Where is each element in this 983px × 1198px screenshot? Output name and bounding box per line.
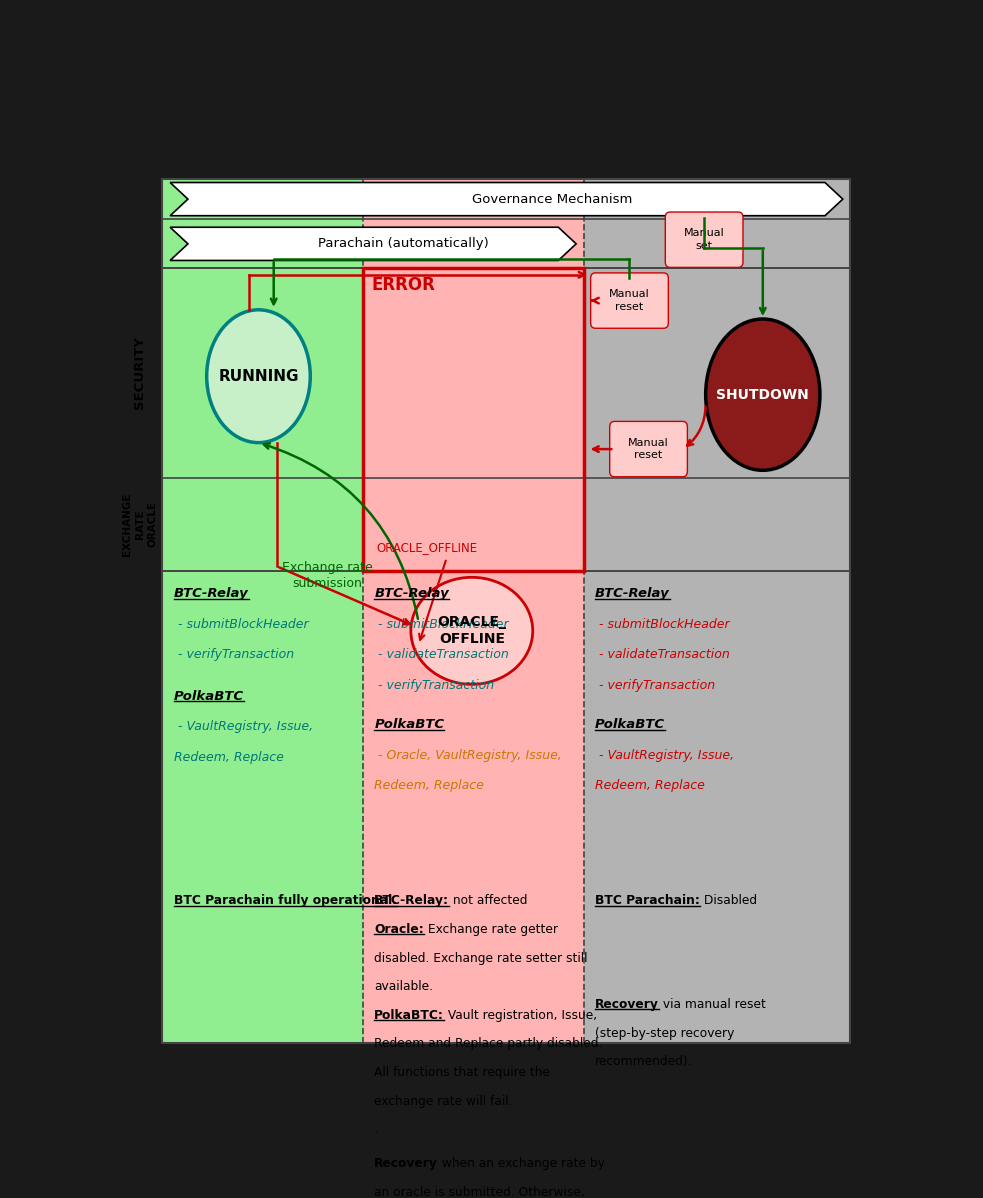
Text: via manual reset: via manual reset <box>659 998 766 1011</box>
Bar <box>162 478 363 571</box>
Text: - verifyTransaction: - verifyTransaction <box>596 679 716 691</box>
Text: SHUTDOWN: SHUTDOWN <box>717 388 809 401</box>
Text: Vault registration, Issue,: Vault registration, Issue, <box>444 1009 598 1022</box>
FancyBboxPatch shape <box>665 212 743 267</box>
Text: EXCHANGE
RATE
ORACLE: EXCHANGE RATE ORACLE <box>122 492 157 556</box>
Text: - Oracle, VaultRegistry, Issue,: - Oracle, VaultRegistry, Issue, <box>375 749 562 762</box>
Text: SECURITY: SECURITY <box>133 337 146 410</box>
Text: Manual
reset: Manual reset <box>628 438 668 460</box>
Text: Exchange rate
submission: Exchange rate submission <box>282 561 373 589</box>
Text: PolkaBTC: PolkaBTC <box>174 690 244 703</box>
Text: Redeem, Replace: Redeem, Replace <box>375 780 485 792</box>
Text: when an exchange rate by: when an exchange rate by <box>438 1157 605 1170</box>
Text: Exchange rate getter: Exchange rate getter <box>424 922 558 936</box>
Text: - validateTransaction: - validateTransaction <box>375 648 509 661</box>
Ellipse shape <box>411 577 533 684</box>
Text: ORACLE_
OFFLINE: ORACLE_ OFFLINE <box>437 615 506 647</box>
Text: Governance Mechanism: Governance Mechanism <box>472 193 632 206</box>
Bar <box>162 268 363 478</box>
Text: Recovery: Recovery <box>596 998 659 1011</box>
Ellipse shape <box>706 319 820 471</box>
Text: PolkaBTC: PolkaBTC <box>375 719 444 732</box>
Text: not affected: not affected <box>449 895 528 907</box>
Text: ORACLE_OFFLINE: ORACLE_OFFLINE <box>376 541 478 555</box>
Bar <box>363 268 584 478</box>
FancyBboxPatch shape <box>591 273 668 328</box>
Polygon shape <box>170 228 576 260</box>
Text: RUNNING: RUNNING <box>218 369 299 383</box>
Bar <box>584 179 850 219</box>
Bar <box>162 219 363 268</box>
Text: BTC-Relay: BTC-Relay <box>596 587 670 600</box>
Text: - VaultRegistry, Issue,: - VaultRegistry, Issue, <box>596 749 734 762</box>
Bar <box>584 571 850 1043</box>
Text: BTC Parachain:: BTC Parachain: <box>596 895 700 907</box>
Text: exchange rate will fail.: exchange rate will fail. <box>375 1095 513 1108</box>
Text: an oracle is submitted. Otherwise,: an oracle is submitted. Otherwise, <box>375 1186 585 1198</box>
Bar <box>363 268 584 571</box>
Text: Redeem, Replace: Redeem, Replace <box>174 751 284 764</box>
Bar <box>162 571 363 1043</box>
Text: Manual
set: Manual set <box>684 229 724 250</box>
Text: BTC-Relay:: BTC-Relay: <box>375 895 449 907</box>
Bar <box>363 219 584 268</box>
Bar <box>584 478 850 571</box>
Text: - verifyTransaction: - verifyTransaction <box>375 679 494 691</box>
Text: Oracle:: Oracle: <box>375 922 424 936</box>
Text: ERROR: ERROR <box>372 276 435 294</box>
Bar <box>584 268 850 478</box>
Text: PolkaBTC:: PolkaBTC: <box>375 1009 444 1022</box>
Text: Redeem and Replace partly disabled.: Redeem and Replace partly disabled. <box>375 1037 603 1051</box>
Text: - VaultRegistry, Issue,: - VaultRegistry, Issue, <box>174 720 313 733</box>
Text: (step-by-step recovery: (step-by-step recovery <box>596 1027 734 1040</box>
Text: - validateTransaction: - validateTransaction <box>596 648 730 661</box>
FancyBboxPatch shape <box>609 422 687 477</box>
Text: .: . <box>375 1124 378 1136</box>
Text: available.: available. <box>375 980 434 993</box>
Text: Recovery: Recovery <box>375 1157 438 1170</box>
Text: All functions that require the: All functions that require the <box>375 1066 550 1079</box>
Polygon shape <box>170 182 842 216</box>
Text: - submitBlockHeader: - submitBlockHeader <box>174 618 309 631</box>
Bar <box>162 179 363 219</box>
Text: disabled. Exchange rate setter still: disabled. Exchange rate setter still <box>375 951 588 964</box>
Text: - verifyTransaction: - verifyTransaction <box>174 648 294 661</box>
Bar <box>363 478 584 571</box>
Bar <box>584 219 850 268</box>
Bar <box>363 571 584 1043</box>
Text: BTC-Relay: BTC-Relay <box>174 587 249 600</box>
Text: - submitBlockHeader: - submitBlockHeader <box>375 618 509 631</box>
Ellipse shape <box>206 310 311 442</box>
Text: Disabled: Disabled <box>700 895 757 907</box>
Text: recommended).: recommended). <box>596 1055 693 1069</box>
Text: BTC-Relay: BTC-Relay <box>375 587 449 600</box>
Text: Parachain (automatically): Parachain (automatically) <box>318 237 489 250</box>
Text: Manual
reset: Manual reset <box>609 290 650 311</box>
Text: Redeem, Replace: Redeem, Replace <box>596 780 705 792</box>
Bar <box>363 179 584 219</box>
Text: BTC Parachain fully operational.: BTC Parachain fully operational. <box>174 895 397 907</box>
Bar <box>162 144 850 179</box>
Text: PolkaBTC: PolkaBTC <box>596 719 665 732</box>
Text: - submitBlockHeader: - submitBlockHeader <box>596 618 729 631</box>
